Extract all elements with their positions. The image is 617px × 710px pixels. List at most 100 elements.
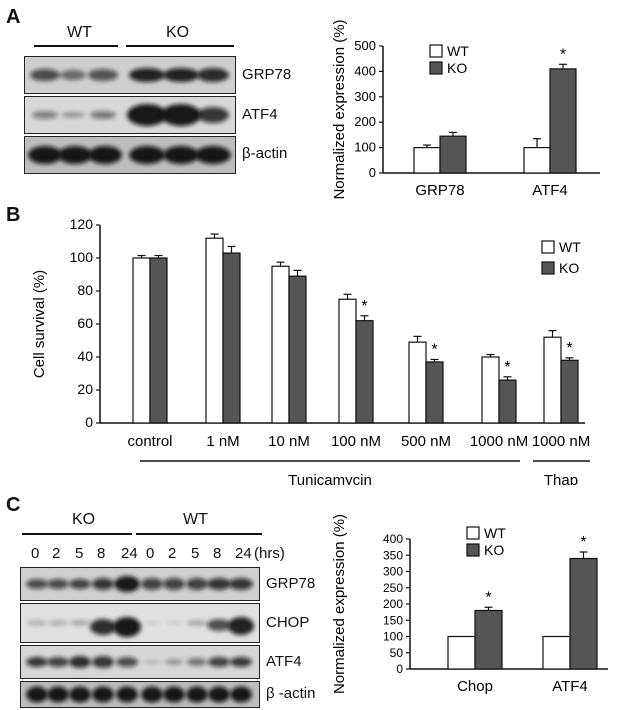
blot-a-group-wt: WT: [67, 24, 92, 41]
blot-band: [116, 657, 138, 667]
blot-band: [26, 686, 48, 703]
blot-band: [26, 657, 48, 667]
blot-c-label-actin: β -actin: [266, 685, 316, 702]
blot-band: [114, 576, 140, 592]
blot-band: [92, 656, 114, 668]
blot-c-actin: [20, 681, 260, 708]
timepoint-label: 5: [191, 545, 200, 562]
blot-c-chop: [20, 603, 260, 643]
legend-swatch-ko: [541, 261, 555, 275]
blot-band: [69, 656, 91, 668]
blot-band: [116, 686, 138, 703]
bar-ko: [149, 257, 168, 424]
bar-ko: [498, 379, 517, 424]
blot-band: [195, 146, 231, 164]
bar-wt: [447, 635, 476, 670]
blot-a-group-ko: KO: [166, 24, 190, 41]
y-axis-label: Cell survival (%): [31, 270, 48, 378]
blot-c-group-wt: WT: [183, 511, 208, 528]
blot-band: [129, 68, 165, 82]
legend-swatch-ko: [466, 543, 480, 557]
bar-ko: [425, 361, 444, 424]
bar-wt: [543, 336, 562, 424]
blot-c-label-grp78: GRP78: [266, 575, 316, 592]
blot-band: [113, 617, 141, 637]
blot-band: [163, 686, 185, 703]
blot-band: [92, 686, 114, 703]
legend-label-ko: KO: [447, 60, 467, 76]
blot-band: [58, 146, 92, 164]
timepoint-label: 2: [168, 545, 177, 562]
blot-a-wt-line: [34, 45, 118, 47]
blot-band: [69, 579, 91, 589]
significance-star: *: [580, 534, 586, 551]
y-tick-label: 20: [77, 381, 93, 397]
blot-band: [165, 659, 183, 665]
blot-band: [163, 68, 199, 82]
blot-a-label-grp78: GRP78: [242, 66, 292, 83]
bar-wt: [481, 356, 500, 424]
timepoint-label: 0: [146, 545, 155, 562]
bar-ko: [474, 609, 503, 670]
blot-band: [30, 69, 60, 81]
x-tick-label: 1000 nM: [470, 433, 528, 450]
x-tick-label: GRP78: [415, 182, 464, 199]
y-tick-label: 400: [383, 532, 403, 546]
panel-letter-a: A: [6, 6, 21, 28]
timepoint-label: 8: [97, 545, 106, 562]
blot-band: [90, 619, 116, 635]
chart-b: 0 20 40 60 80 100 120 Cell survival (%) control 1…: [31, 216, 590, 485]
timepoint-label: 5: [75, 545, 84, 562]
blot-band: [141, 686, 163, 703]
bar-wt: [338, 298, 357, 424]
y-tick-label: 200: [383, 597, 403, 611]
timepoint-label: 8: [213, 545, 222, 562]
y-tick-label: 500: [354, 38, 376, 53]
blot-c-ko-line: [22, 533, 132, 535]
blot-band: [197, 68, 229, 82]
bar-wt: [523, 147, 551, 174]
legend-label-ko: KO: [484, 542, 504, 558]
blot-c-grp78: [20, 567, 260, 601]
blot-band: [60, 70, 86, 80]
x-tick-label: 10 nM: [268, 433, 310, 450]
bar-ko: [549, 68, 577, 174]
y-tick-label: 100: [354, 140, 376, 155]
y-tick-label: 350: [383, 548, 403, 562]
x-tick-label: Chop: [457, 678, 493, 695]
x-tick-label: 100 nM: [331, 433, 381, 450]
timepoint-label: 0: [31, 545, 40, 562]
blot-band: [90, 111, 116, 119]
bar-wt: [542, 635, 571, 670]
bar-ko: [560, 359, 579, 424]
y-tick-label: 200: [354, 114, 376, 129]
blot-c-group-ko: KO: [72, 511, 96, 528]
blot-band: [61, 112, 85, 118]
blot-a-label-actin: β-actin: [242, 145, 288, 162]
blot-band: [207, 578, 231, 590]
blot-band: [230, 657, 252, 667]
bar-ko: [222, 252, 241, 424]
legend-swatch-ko: [429, 61, 443, 75]
bar-wt: [408, 341, 427, 424]
panel-letter-c: C: [6, 494, 21, 516]
blot-band: [70, 620, 90, 626]
blot-a-label-atf4: ATF4: [242, 106, 278, 123]
significance-star: *: [560, 46, 566, 63]
blot-band: [88, 146, 122, 164]
y-tick-label: 100: [70, 249, 94, 265]
blot-band: [143, 660, 161, 664]
chart-c: 0 50 100 150 200 250 300 350 400 Normalized expre…: [331, 514, 608, 695]
timepoint-label: 24: [235, 545, 252, 562]
blot-band: [28, 146, 62, 164]
y-tick-label: 0: [396, 662, 403, 676]
timepoint-label: 2: [52, 545, 61, 562]
legend-swatch-wt: [429, 44, 443, 58]
timepoint-label: 24: [121, 545, 138, 562]
bar-ko: [355, 320, 374, 424]
significance-star: *: [566, 340, 572, 357]
x-tick-label: 1000 nM: [532, 433, 590, 450]
bar-wt: [205, 237, 224, 424]
y-tick-label: 80: [77, 282, 93, 298]
y-axis-label: Normalized expression (%): [331, 19, 348, 199]
